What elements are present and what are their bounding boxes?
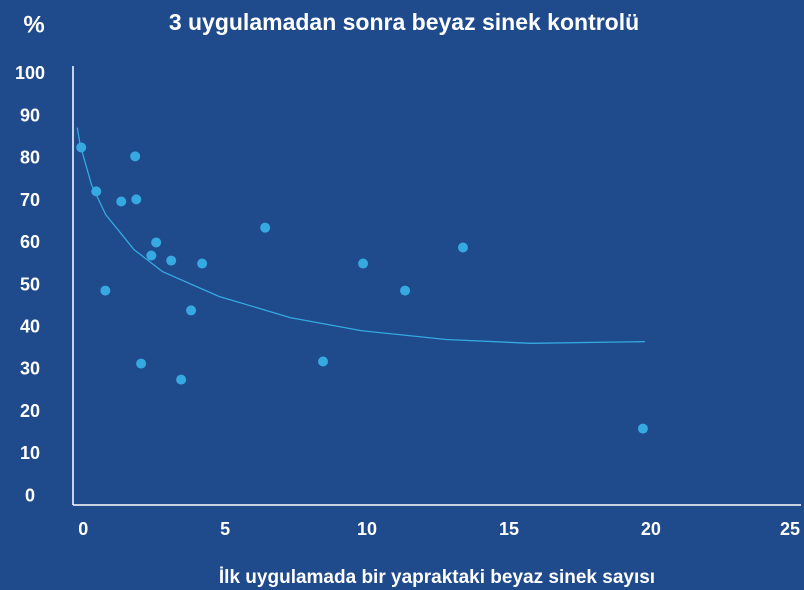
- data-point: [100, 285, 111, 296]
- data-point: [176, 374, 187, 385]
- data-point: [116, 196, 127, 207]
- y-tick-label: 0: [25, 485, 35, 505]
- y-tick-label: 60: [20, 232, 40, 252]
- y-tick-label: 10: [20, 443, 40, 463]
- data-point: [186, 305, 197, 316]
- x-tick-label: 10: [357, 519, 377, 539]
- x-axis-label: İlk uygulamada bir yapraktaki beyaz sine…: [219, 567, 655, 588]
- y-tick-label: 50: [20, 274, 40, 294]
- y-tick-label: 30: [20, 359, 40, 379]
- data-point: [131, 194, 142, 205]
- x-tick-label: 0: [78, 519, 88, 539]
- chart-title: 3 uygulamadan sonra beyaz sinek kontrolü: [169, 9, 639, 35]
- data-point: [358, 258, 369, 269]
- x-tick-label: 15: [499, 519, 519, 539]
- data-point: [457, 242, 468, 253]
- y-tick-label: 40: [20, 316, 40, 336]
- y-tick-label: 20: [20, 401, 40, 421]
- y-tick-label: 80: [20, 148, 40, 168]
- data-point: [166, 255, 177, 266]
- data-point: [400, 285, 411, 296]
- y-axis-label: %: [23, 11, 44, 38]
- data-point: [151, 237, 162, 248]
- trend-line: [76, 127, 645, 344]
- x-tick-label: 5: [220, 519, 230, 539]
- data-point: [637, 423, 648, 434]
- data-point: [197, 258, 208, 269]
- data-point: [146, 250, 157, 261]
- x-tick-label: 20: [641, 519, 661, 539]
- y-tick-label: 70: [20, 190, 40, 210]
- y-tick-label: 90: [20, 105, 40, 125]
- y-tick-label: 100: [15, 63, 45, 83]
- data-point: [318, 356, 329, 367]
- x-tick-label: 25: [780, 519, 800, 539]
- data-point: [136, 358, 147, 369]
- data-point: [130, 151, 141, 162]
- data-point: [260, 222, 271, 233]
